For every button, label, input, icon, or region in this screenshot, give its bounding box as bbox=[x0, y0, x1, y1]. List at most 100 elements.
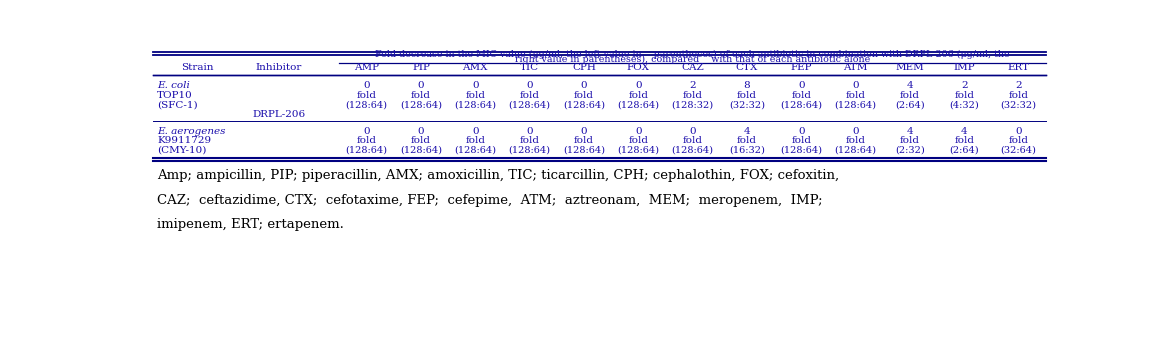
Text: E. coli: E. coli bbox=[157, 81, 190, 90]
Text: (128:64): (128:64) bbox=[400, 146, 442, 155]
Text: 4: 4 bbox=[907, 81, 914, 90]
Text: (128:64): (128:64) bbox=[835, 101, 876, 110]
Text: (32:32): (32:32) bbox=[729, 101, 765, 110]
Text: PIP: PIP bbox=[412, 63, 430, 72]
Text: 8: 8 bbox=[744, 81, 751, 90]
Text: Inhibitor: Inhibitor bbox=[256, 63, 303, 72]
Text: fold: fold bbox=[519, 136, 540, 145]
Text: (128:64): (128:64) bbox=[563, 101, 605, 110]
Text: 2: 2 bbox=[961, 81, 967, 90]
Text: fold: fold bbox=[574, 136, 594, 145]
Text: 0: 0 bbox=[526, 81, 533, 90]
Text: (128:64): (128:64) bbox=[617, 146, 659, 155]
Text: 0: 0 bbox=[581, 81, 588, 90]
Text: TIC: TIC bbox=[520, 63, 539, 72]
Text: (2:64): (2:64) bbox=[950, 146, 979, 155]
Text: fold: fold bbox=[682, 136, 703, 145]
Text: 0: 0 bbox=[581, 127, 588, 136]
Text: ERT: ERT bbox=[1008, 63, 1030, 72]
Text: 0: 0 bbox=[363, 81, 370, 90]
Text: fold: fold bbox=[1009, 136, 1029, 145]
Text: (16:32): (16:32) bbox=[729, 146, 765, 155]
Text: (128:64): (128:64) bbox=[509, 101, 551, 110]
Text: imipenem, ERT; ertapenem.: imipenem, ERT; ertapenem. bbox=[157, 218, 345, 231]
Text: 4: 4 bbox=[961, 127, 967, 136]
Text: AMX: AMX bbox=[462, 63, 488, 72]
Text: 0: 0 bbox=[526, 127, 533, 136]
Text: (128:64): (128:64) bbox=[454, 146, 496, 155]
Text: 2: 2 bbox=[689, 81, 696, 90]
Text: 0: 0 bbox=[852, 81, 859, 90]
Text: fold: fold bbox=[356, 136, 377, 145]
Text: Fold decrease in the MIC value (μg/ml, the left value in    parentheces) of each: Fold decrease in the MIC value (μg/ml, t… bbox=[375, 50, 1010, 59]
Text: 0: 0 bbox=[363, 127, 370, 136]
Text: (128:64): (128:64) bbox=[454, 101, 496, 110]
Text: fold: fold bbox=[411, 136, 431, 145]
Text: fold: fold bbox=[629, 91, 648, 100]
Text: 2: 2 bbox=[1015, 81, 1022, 90]
Text: fold: fold bbox=[629, 136, 648, 145]
Text: (32:32): (32:32) bbox=[1001, 101, 1037, 110]
Text: TOP10: TOP10 bbox=[157, 91, 193, 100]
Text: fold: fold bbox=[682, 91, 703, 100]
Text: CAZ: CAZ bbox=[681, 63, 704, 72]
Text: CAZ;  ceftazidime, CTX;  cefotaxime, FEP;  cefepime,  ATM;  aztreonam,  MEM;  me: CAZ; ceftazidime, CTX; cefotaxime, FEP; … bbox=[157, 194, 823, 207]
Text: MEM: MEM bbox=[895, 63, 924, 72]
Text: K9911729: K9911729 bbox=[157, 136, 212, 145]
Text: ATM: ATM bbox=[844, 63, 868, 72]
Text: (128:64): (128:64) bbox=[563, 146, 605, 155]
Text: 0: 0 bbox=[852, 127, 859, 136]
Text: 0: 0 bbox=[636, 127, 641, 136]
Text: fold: fold bbox=[466, 91, 485, 100]
Text: fold: fold bbox=[519, 91, 540, 100]
Text: 0: 0 bbox=[418, 127, 424, 136]
Text: fold: fold bbox=[954, 91, 974, 100]
Text: Strain: Strain bbox=[182, 63, 214, 72]
Text: 0: 0 bbox=[418, 81, 424, 90]
Text: fold: fold bbox=[466, 136, 485, 145]
Text: 4: 4 bbox=[907, 127, 914, 136]
Text: FEP: FEP bbox=[790, 63, 812, 72]
Text: fold: fold bbox=[954, 136, 974, 145]
Text: 0: 0 bbox=[689, 127, 696, 136]
Text: 4: 4 bbox=[744, 127, 751, 136]
Text: fold: fold bbox=[845, 136, 866, 145]
Text: (SFC-1): (SFC-1) bbox=[157, 101, 198, 110]
Text: CTX: CTX bbox=[736, 63, 758, 72]
Text: (128:64): (128:64) bbox=[672, 146, 714, 155]
Text: (128:64): (128:64) bbox=[346, 146, 388, 155]
Text: (128:64): (128:64) bbox=[400, 101, 442, 110]
Text: 0: 0 bbox=[1015, 127, 1022, 136]
Text: DRPL-206: DRPL-206 bbox=[253, 110, 306, 119]
Text: (128:64): (128:64) bbox=[780, 146, 822, 155]
Text: (128:64): (128:64) bbox=[780, 101, 822, 110]
Text: (32:64): (32:64) bbox=[1001, 146, 1037, 155]
Text: right value in parentheses), compared    with that of each antibiotic alone: right value in parentheses), compared wi… bbox=[514, 55, 871, 64]
Text: fold: fold bbox=[1009, 91, 1029, 100]
Text: (2:32): (2:32) bbox=[895, 146, 925, 155]
Text: fold: fold bbox=[900, 91, 920, 100]
Text: fold: fold bbox=[792, 91, 811, 100]
Text: 0: 0 bbox=[799, 127, 804, 136]
Text: fold: fold bbox=[411, 91, 431, 100]
Text: CPH: CPH bbox=[572, 63, 596, 72]
Text: fold: fold bbox=[900, 136, 920, 145]
Text: (128:64): (128:64) bbox=[835, 146, 876, 155]
Text: (4:32): (4:32) bbox=[950, 101, 979, 110]
Text: IMP: IMP bbox=[953, 63, 975, 72]
Text: (128:64): (128:64) bbox=[346, 101, 388, 110]
Text: fold: fold bbox=[737, 136, 757, 145]
Text: AMP: AMP bbox=[354, 63, 379, 72]
Text: 0: 0 bbox=[471, 127, 478, 136]
Text: fold: fold bbox=[737, 91, 757, 100]
Text: fold: fold bbox=[845, 91, 866, 100]
Text: 0: 0 bbox=[636, 81, 641, 90]
Text: (128:64): (128:64) bbox=[509, 146, 551, 155]
Text: fold: fold bbox=[792, 136, 811, 145]
Text: fold: fold bbox=[574, 91, 594, 100]
Text: FOX: FOX bbox=[626, 63, 650, 72]
Text: (CMY-10): (CMY-10) bbox=[157, 146, 206, 155]
Text: fold: fold bbox=[356, 91, 377, 100]
Text: (2:64): (2:64) bbox=[895, 101, 924, 110]
Text: 0: 0 bbox=[471, 81, 478, 90]
